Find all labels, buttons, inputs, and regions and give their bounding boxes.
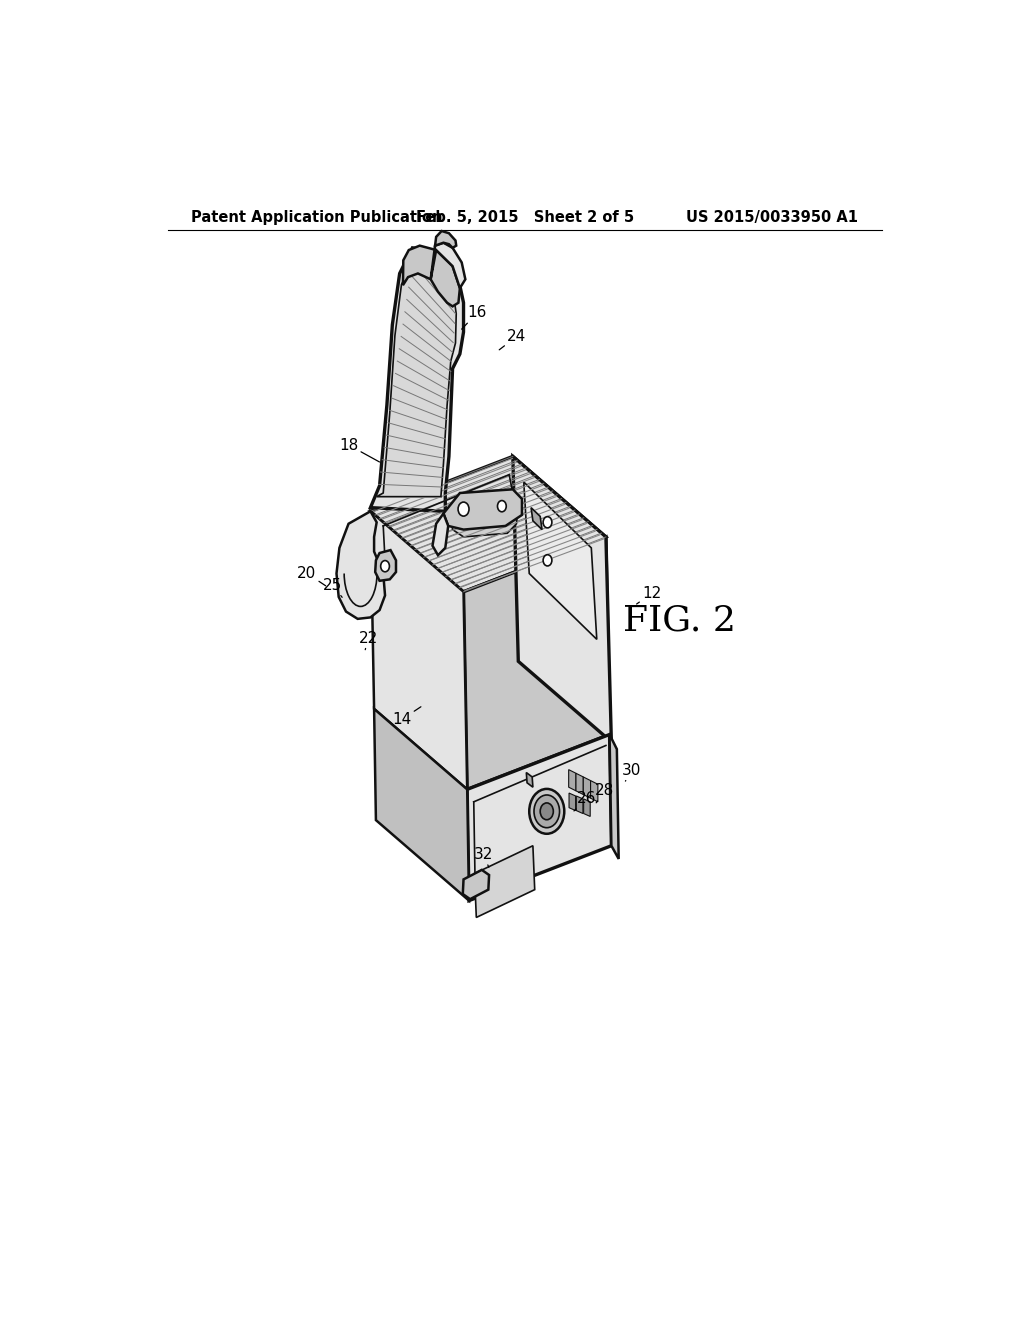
Text: 16: 16	[462, 305, 486, 329]
Text: US 2015/0033950 A1: US 2015/0033950 A1	[686, 210, 858, 224]
Circle shape	[543, 516, 552, 528]
Text: 18: 18	[339, 437, 380, 462]
Text: 12: 12	[637, 586, 662, 605]
Text: 24: 24	[500, 329, 526, 350]
Text: 25: 25	[324, 578, 342, 598]
Polygon shape	[531, 508, 542, 529]
Polygon shape	[464, 537, 609, 789]
Polygon shape	[474, 846, 535, 917]
Circle shape	[381, 561, 389, 572]
Polygon shape	[432, 513, 449, 556]
Polygon shape	[463, 870, 489, 899]
Polygon shape	[402, 246, 460, 306]
Text: 26: 26	[574, 791, 596, 810]
Polygon shape	[371, 248, 464, 511]
Text: 14: 14	[392, 706, 421, 727]
Circle shape	[529, 789, 564, 834]
Polygon shape	[371, 457, 606, 591]
Circle shape	[498, 500, 506, 512]
Text: FIG. 2: FIG. 2	[624, 603, 736, 638]
Text: Patent Application Publication: Patent Application Publication	[191, 210, 443, 224]
Polygon shape	[591, 780, 598, 801]
Text: 20: 20	[297, 565, 326, 586]
Polygon shape	[609, 734, 618, 859]
Text: Feb. 5, 2015   Sheet 2 of 5: Feb. 5, 2015 Sheet 2 of 5	[416, 210, 634, 224]
Polygon shape	[337, 511, 385, 619]
Polygon shape	[577, 796, 583, 813]
Polygon shape	[443, 490, 522, 529]
Polygon shape	[431, 243, 465, 288]
Polygon shape	[451, 490, 518, 537]
Text: 32: 32	[474, 847, 494, 867]
Text: 22: 22	[358, 631, 378, 649]
Polygon shape	[584, 799, 590, 817]
Polygon shape	[569, 793, 575, 810]
Polygon shape	[377, 263, 457, 496]
Circle shape	[543, 554, 552, 566]
Polygon shape	[568, 770, 575, 791]
Polygon shape	[375, 550, 396, 581]
Polygon shape	[526, 772, 532, 787]
Polygon shape	[575, 774, 584, 795]
Polygon shape	[371, 511, 467, 789]
Text: 28: 28	[595, 783, 613, 803]
Polygon shape	[374, 709, 469, 900]
Circle shape	[534, 795, 559, 828]
Polygon shape	[523, 482, 597, 639]
Circle shape	[458, 502, 469, 516]
Circle shape	[541, 803, 553, 820]
Polygon shape	[467, 734, 611, 900]
Polygon shape	[513, 457, 611, 742]
Polygon shape	[435, 231, 457, 248]
Polygon shape	[584, 777, 591, 799]
Text: 30: 30	[623, 763, 642, 781]
